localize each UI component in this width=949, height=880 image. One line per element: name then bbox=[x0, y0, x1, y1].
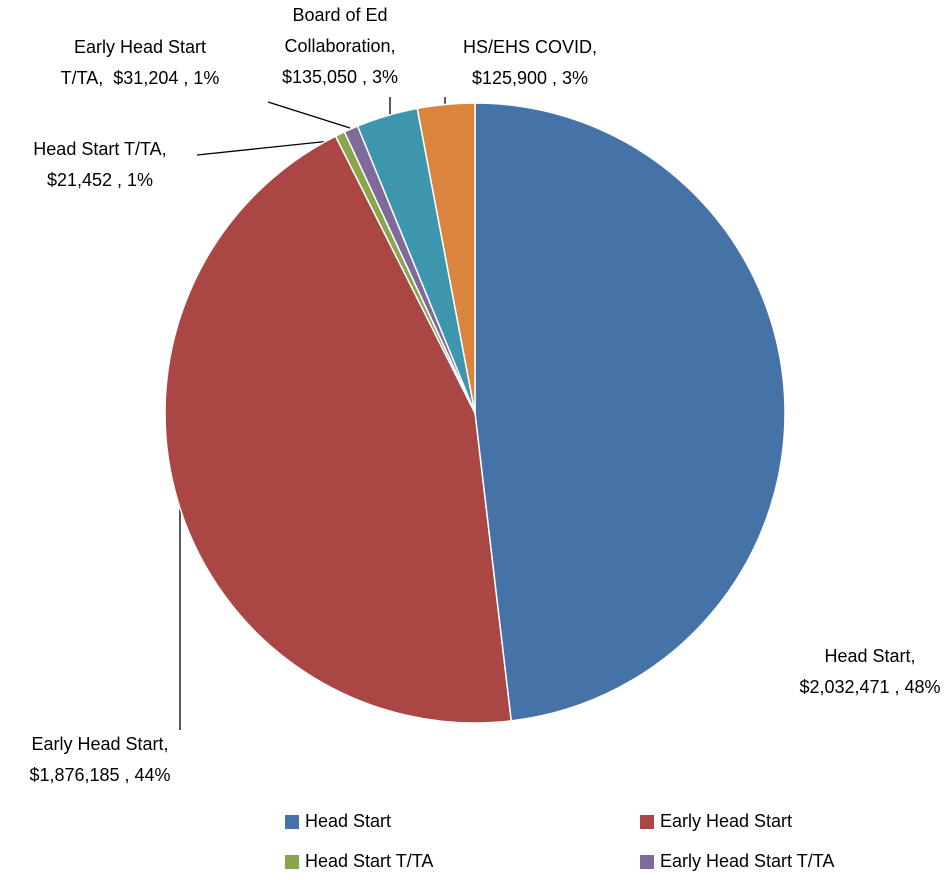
legend-swatch bbox=[285, 815, 299, 829]
legend-label: Early Head Start bbox=[660, 811, 792, 831]
legend-swatch bbox=[285, 855, 299, 869]
legend-label: Head Start bbox=[305, 811, 391, 831]
data-label: HS/EHS COVID, $125,900 , 3% bbox=[462, 37, 598, 88]
pie-slice bbox=[416, 102, 476, 414]
data-label: Head Start T/TA, $21,452 , 1% bbox=[33, 139, 167, 190]
data-label: Early Head Start, $1,876,185 , 44% bbox=[29, 734, 171, 785]
legend-swatch bbox=[640, 815, 654, 829]
data-label: Board of Ed Collaboration, $135,050 , 3% bbox=[281, 5, 399, 87]
legend-label: Early Head Start T/TA bbox=[660, 851, 834, 871]
legend-label: Head Start T/TA bbox=[305, 851, 433, 871]
leader-line bbox=[196, 139, 341, 156]
pie-slice bbox=[164, 135, 513, 724]
leader-line bbox=[267, 101, 351, 129]
legend-swatch bbox=[640, 855, 654, 869]
data-label: Head Start, $2,032,471 , 48% bbox=[799, 646, 941, 697]
data-label: Early Head Start T/TA, $31,204 , 1% bbox=[60, 37, 220, 88]
pie-slice bbox=[474, 102, 786, 722]
